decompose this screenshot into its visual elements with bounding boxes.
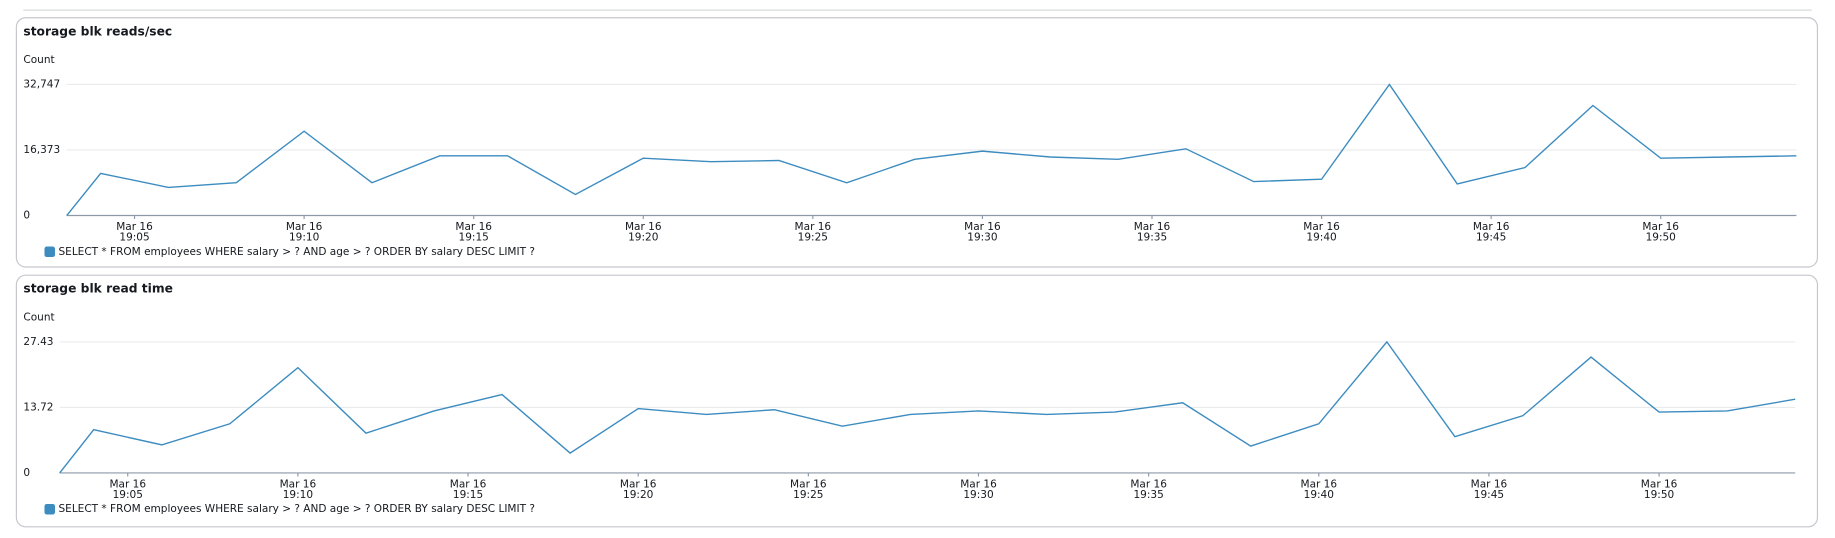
x-tick-label: 19:40 [1304, 489, 1334, 501]
chart-title: storage blk read time [23, 282, 173, 296]
x-tick-date: Mar 16 [1473, 221, 1510, 233]
legend-swatch [44, 246, 56, 258]
x-tick-label: 19:50 [1644, 489, 1674, 501]
x-tick-date: Mar 16 [1303, 221, 1340, 233]
y-tick-label: 16,373 [23, 144, 60, 156]
x-tick-date: Mar 16 [1471, 479, 1508, 491]
x-tick-label: 19:35 [1137, 232, 1167, 244]
x-tick-date: Mar 16 [1130, 479, 1167, 491]
x-tick-date: Mar 16 [1301, 479, 1338, 491]
x-tick-label: 19:30 [963, 489, 993, 501]
x-tick-date: Mar 16 [109, 479, 146, 491]
x-tick-label: 19:45 [1476, 232, 1506, 244]
x-tick-date: Mar 16 [795, 221, 832, 233]
x-tick-label: 19:20 [623, 489, 653, 501]
x-tick-label: 19:20 [628, 232, 658, 244]
x-tick-date: Mar 16 [450, 479, 487, 491]
x-tick-label: 19:40 [1306, 232, 1336, 244]
x-tick-date: Mar 16 [1134, 221, 1171, 233]
y-tick-label: 0 [23, 210, 30, 222]
x-tick-label: 19:25 [798, 232, 828, 244]
chart-title: storage blk reads/sec [23, 24, 172, 38]
data-line [59, 340, 1796, 474]
x-tick-date: Mar 16 [620, 479, 657, 491]
x-tick-label: 19:25 [793, 489, 823, 501]
panel [15, 274, 1819, 528]
legend-swatch [44, 503, 56, 515]
x-tick-label: 19:45 [1474, 489, 1504, 501]
x-tick-date: Mar 16 [1641, 479, 1678, 491]
x-tick-label: 19:15 [453, 489, 483, 501]
y-tick-label: 13.72 [23, 401, 53, 413]
x-tick-label: 19:05 [119, 232, 149, 244]
x-tick-date: Mar 16 [790, 479, 827, 491]
x-tick-date: Mar 16 [1642, 221, 1679, 233]
x-tick-label: 19:05 [113, 489, 143, 501]
x-tick-label: 19:50 [1646, 232, 1676, 244]
x-tick-date: Mar 16 [455, 221, 492, 233]
x-tick-date: Mar 16 [286, 221, 323, 233]
y-tick-label: 0 [23, 467, 30, 479]
y-axis-label: Count [23, 311, 54, 323]
x-tick-label: 19:10 [283, 489, 313, 501]
y-tick-label: 27.43 [23, 336, 53, 348]
legend-label: SELECT * FROM employees WHERE salary > ?… [59, 503, 535, 515]
x-tick-label: 19:15 [459, 232, 489, 244]
y-axis-label: Count [23, 54, 54, 66]
x-tick-date: Mar 16 [280, 479, 317, 491]
data-line [66, 83, 1797, 216]
x-tick-label: 19:30 [967, 232, 997, 244]
x-tick-date: Mar 16 [116, 221, 153, 233]
x-tick-date: Mar 16 [964, 221, 1001, 233]
x-tick-date: Mar 16 [625, 221, 662, 233]
x-tick-label: 19:10 [289, 232, 319, 244]
panel [15, 17, 1819, 268]
x-tick-label: 19:35 [1133, 489, 1163, 501]
y-tick-label: 32,747 [23, 78, 60, 90]
legend-label: SELECT * FROM employees WHERE salary > ?… [59, 246, 535, 258]
x-tick-date: Mar 16 [960, 479, 997, 491]
